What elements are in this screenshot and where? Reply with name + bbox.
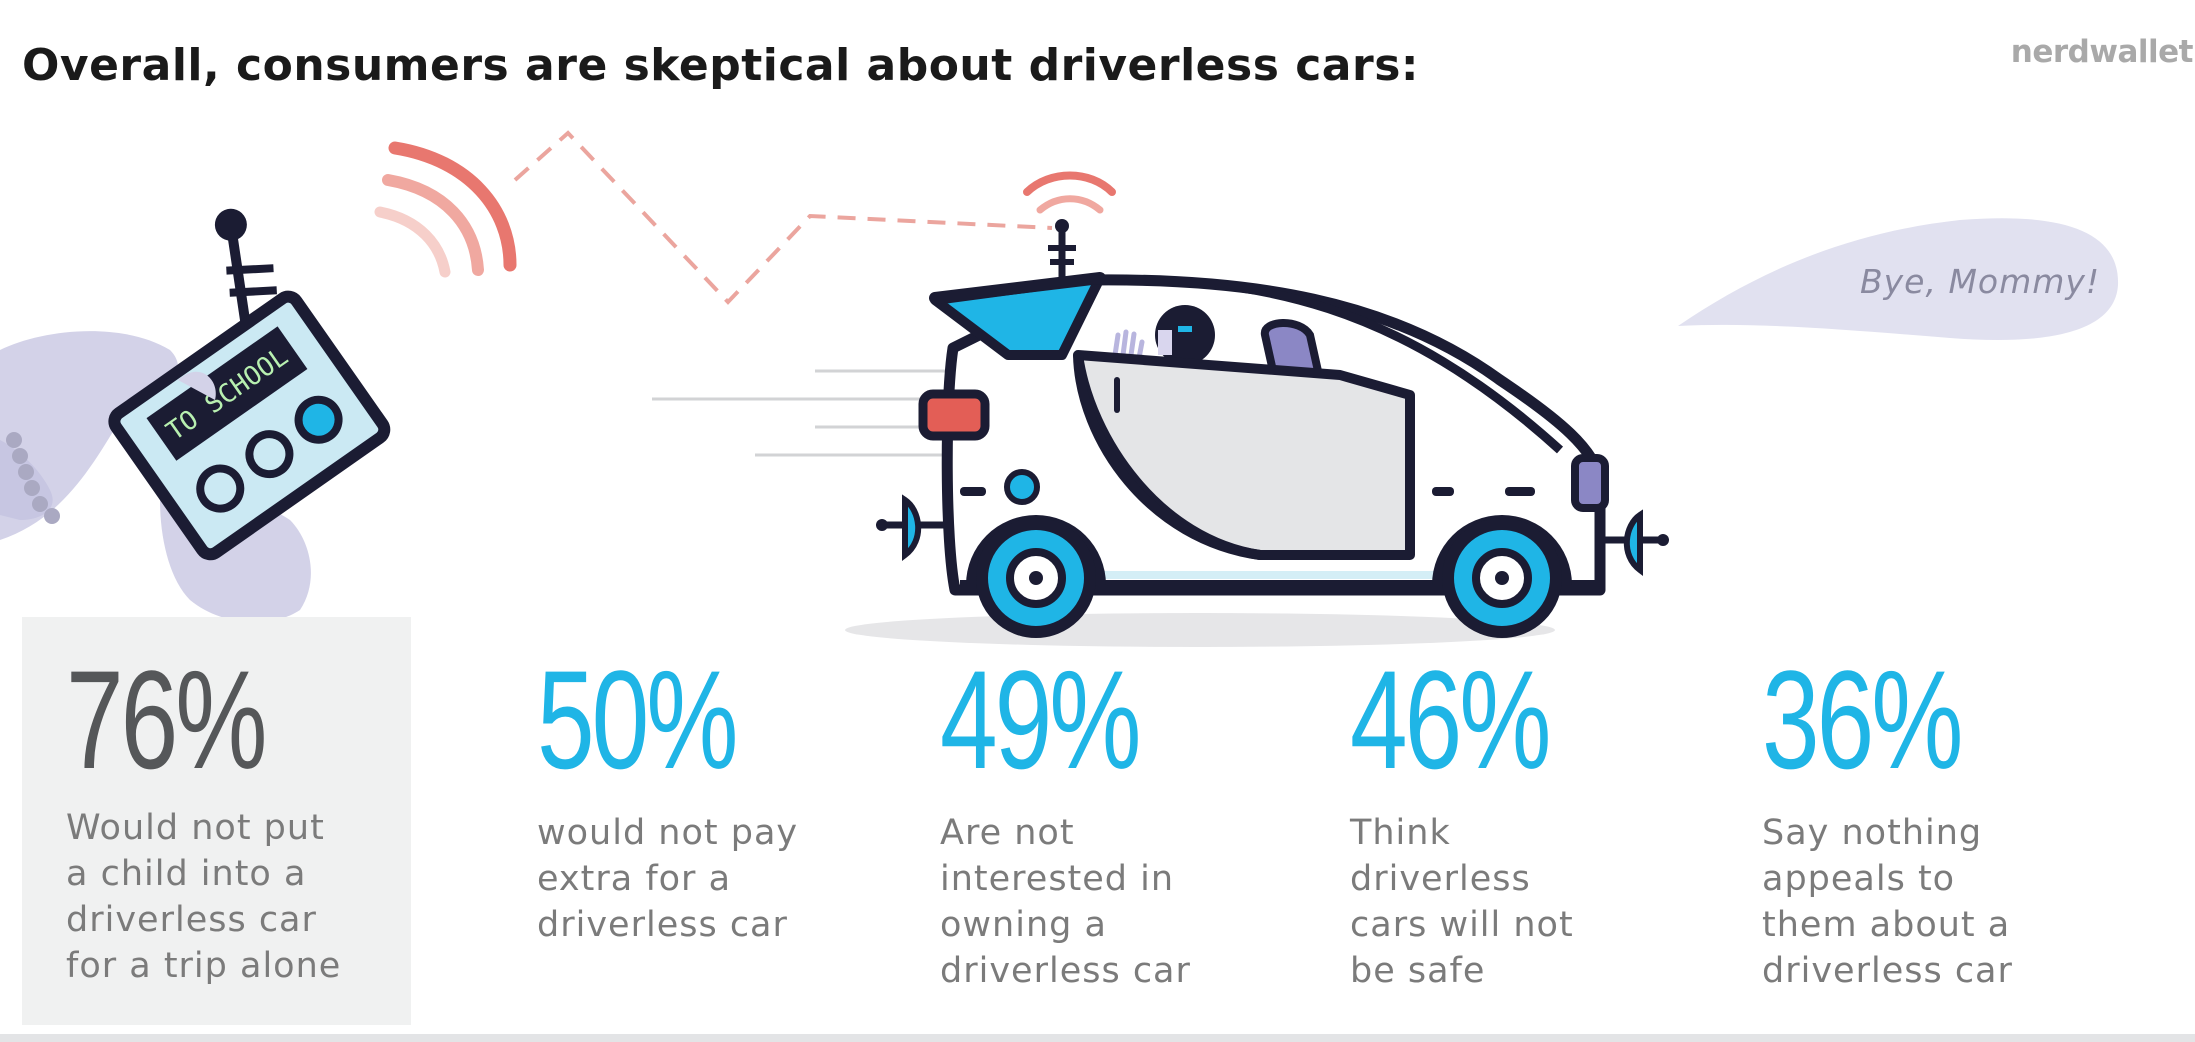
stat-description: Would not put a child into a driverless … bbox=[66, 805, 341, 989]
stat-line: owning a bbox=[940, 905, 1107, 945]
stat-description: Say nothing appeals to them about a driv… bbox=[1762, 810, 2030, 994]
stat-line: driverless car bbox=[940, 951, 1191, 991]
stat-line: them about a bbox=[1762, 905, 2011, 945]
footer-divider bbox=[0, 1034, 2195, 1042]
signal-icon bbox=[374, 141, 517, 278]
brand-logo: nerdwallet bbox=[2010, 34, 2194, 70]
speed-lines bbox=[652, 369, 945, 457]
stat-value: 50% bbox=[537, 641, 738, 798]
sensor-icon bbox=[1605, 509, 1669, 577]
stat-card: 36% Say nothing appeals to them about a … bbox=[1762, 650, 2030, 994]
stat-line: cars will not bbox=[1350, 905, 1574, 945]
remote-control-icon: TO SCHOOL bbox=[108, 208, 391, 561]
speech-bubble-text: Bye, Mommy! bbox=[1860, 262, 2101, 301]
signal-path bbox=[513, 130, 1053, 305]
stat-card: 49% Are not interested in owning a drive… bbox=[940, 650, 1208, 994]
stat-description: would not pay extra for a driverless car bbox=[537, 810, 805, 948]
stat-value: 49% bbox=[940, 641, 1141, 798]
stat-card: 46% Think driverless cars will not be sa… bbox=[1350, 650, 1618, 994]
stat-line: be safe bbox=[1350, 951, 1486, 991]
stat-description: Are not interested in owning a driverles… bbox=[940, 810, 1208, 994]
sensor-icon bbox=[876, 494, 950, 562]
stat-line: driverless car bbox=[537, 905, 788, 945]
stat-line: driverless car bbox=[1762, 951, 2013, 991]
stat-line: interested in bbox=[940, 859, 1175, 899]
speech-bubble bbox=[1678, 218, 2119, 340]
stat-line: Say nothing bbox=[1762, 813, 1983, 853]
stat-card: 76% Would not put a child into a driverl… bbox=[66, 650, 341, 989]
stat-line: Are not bbox=[940, 813, 1075, 853]
stat-line: a child into a bbox=[66, 854, 307, 894]
stat-card: 50% would not pay extra for a driverless… bbox=[537, 650, 805, 948]
stat-value: 46% bbox=[1350, 641, 1551, 798]
stat-line: for a trip alone bbox=[66, 946, 342, 986]
stat-line: driverless bbox=[1350, 859, 1531, 899]
wheel-icon bbox=[976, 518, 1096, 638]
stat-line: driverless car bbox=[66, 900, 317, 940]
driverless-car-icon bbox=[876, 171, 1669, 638]
highlight-panel bbox=[22, 617, 411, 1025]
stat-line: Think bbox=[1350, 813, 1451, 853]
stat-description: Think driverless cars will not be safe bbox=[1350, 810, 1618, 994]
stat-value: 36% bbox=[1762, 641, 1963, 798]
page-title: Overall, consumers are skeptical about d… bbox=[22, 40, 1419, 91]
stat-line: appeals to bbox=[1762, 859, 1956, 899]
stat-line: would not pay bbox=[537, 813, 799, 853]
wheel-icon bbox=[1442, 518, 1562, 638]
stat-line: extra for a bbox=[537, 859, 732, 899]
bracelet-icon bbox=[6, 432, 60, 524]
stat-line: Would not put bbox=[66, 808, 325, 848]
stat-value: 76% bbox=[66, 641, 267, 798]
